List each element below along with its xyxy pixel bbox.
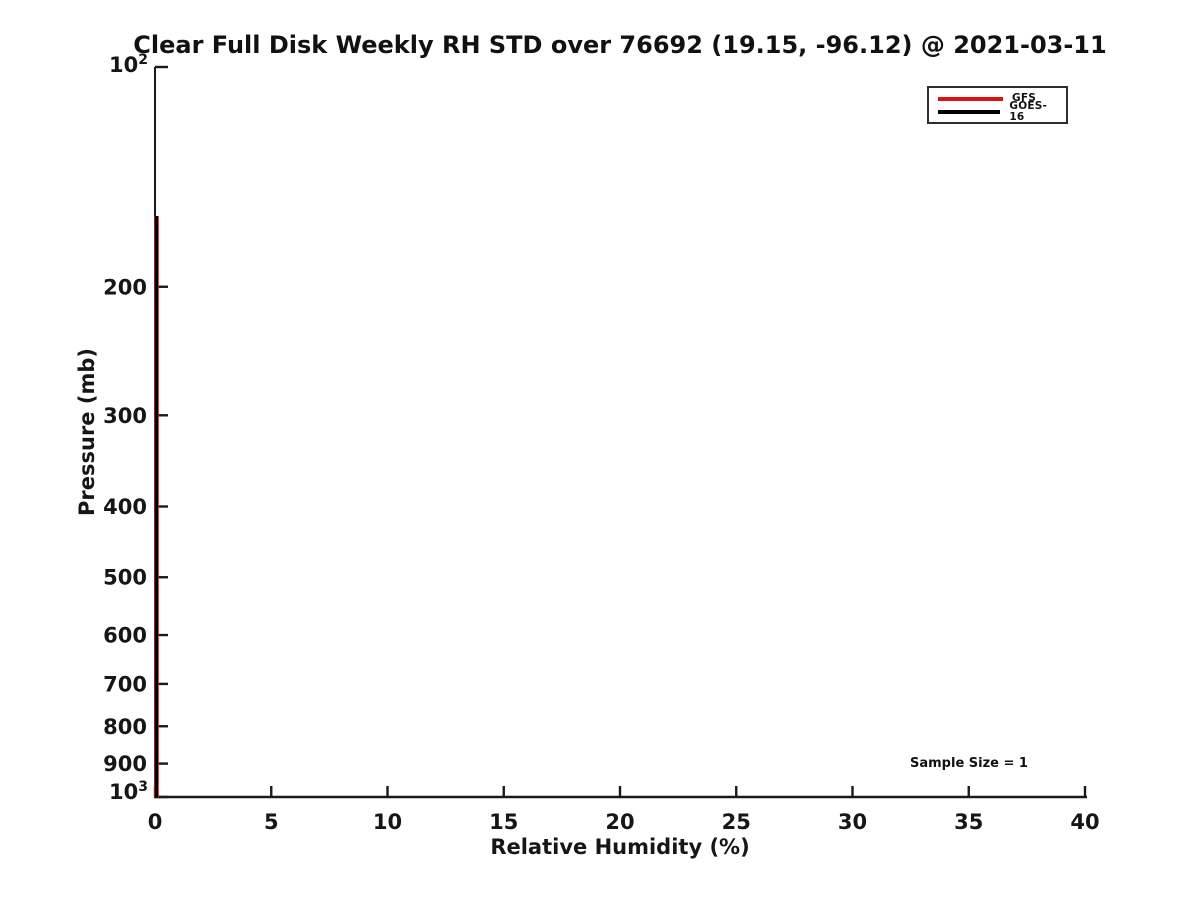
sample-size-annotation: Sample Size = 1 [910,756,1028,771]
y-bottom-exponent: 3 [138,779,148,795]
x-tick-label: 25 [722,810,751,834]
chart-title: Clear Full Disk Weekly RH STD over 76692… [133,31,1107,59]
y-tick-label: 600 [103,624,147,648]
x-tick-label: 30 [838,810,867,834]
y-bottom-mantissa: 10 [109,780,139,804]
legend-item-gfs: GFS [938,92,1060,105]
legend-label-gfs: GFS [1012,92,1036,105]
y-top-exponent: 2 [138,52,148,68]
gfs-line-swatch [938,96,1003,101]
legend: GFS GOES-16 [927,86,1068,124]
y-tick-label: 800 [103,715,147,739]
y-tick-label: 200 [103,275,147,299]
y-tick-label: 900 [103,752,147,776]
x-tick-label: 0 [148,810,163,834]
legend-label-goes16: GOES-16 [1009,100,1048,123]
x-axis-label: Relative Humidity (%) [490,835,750,859]
x-tick-label: 40 [1070,810,1099,834]
y-tick-label: 500 [103,566,147,590]
y-tick-label-1000: 103 [98,779,148,804]
x-tick-label: 5 [264,810,279,834]
x-tick-label: 35 [954,810,983,834]
x-tick-label: 15 [489,810,518,834]
y-tick-label: 300 [103,404,147,428]
goes16-line-swatch [938,109,1001,114]
y-tick-label: 700 [103,672,147,696]
x-tick-label: 10 [373,810,402,834]
y-tick-label: 400 [103,495,147,519]
x-tick-label: 20 [605,810,634,834]
y-top-mantissa: 10 [109,53,139,77]
legend-item-goes16: GOES-16 [938,101,1060,122]
y-tick-label-100: 102 [98,52,148,77]
y-axis-label: Pressure (mb) [75,348,99,516]
